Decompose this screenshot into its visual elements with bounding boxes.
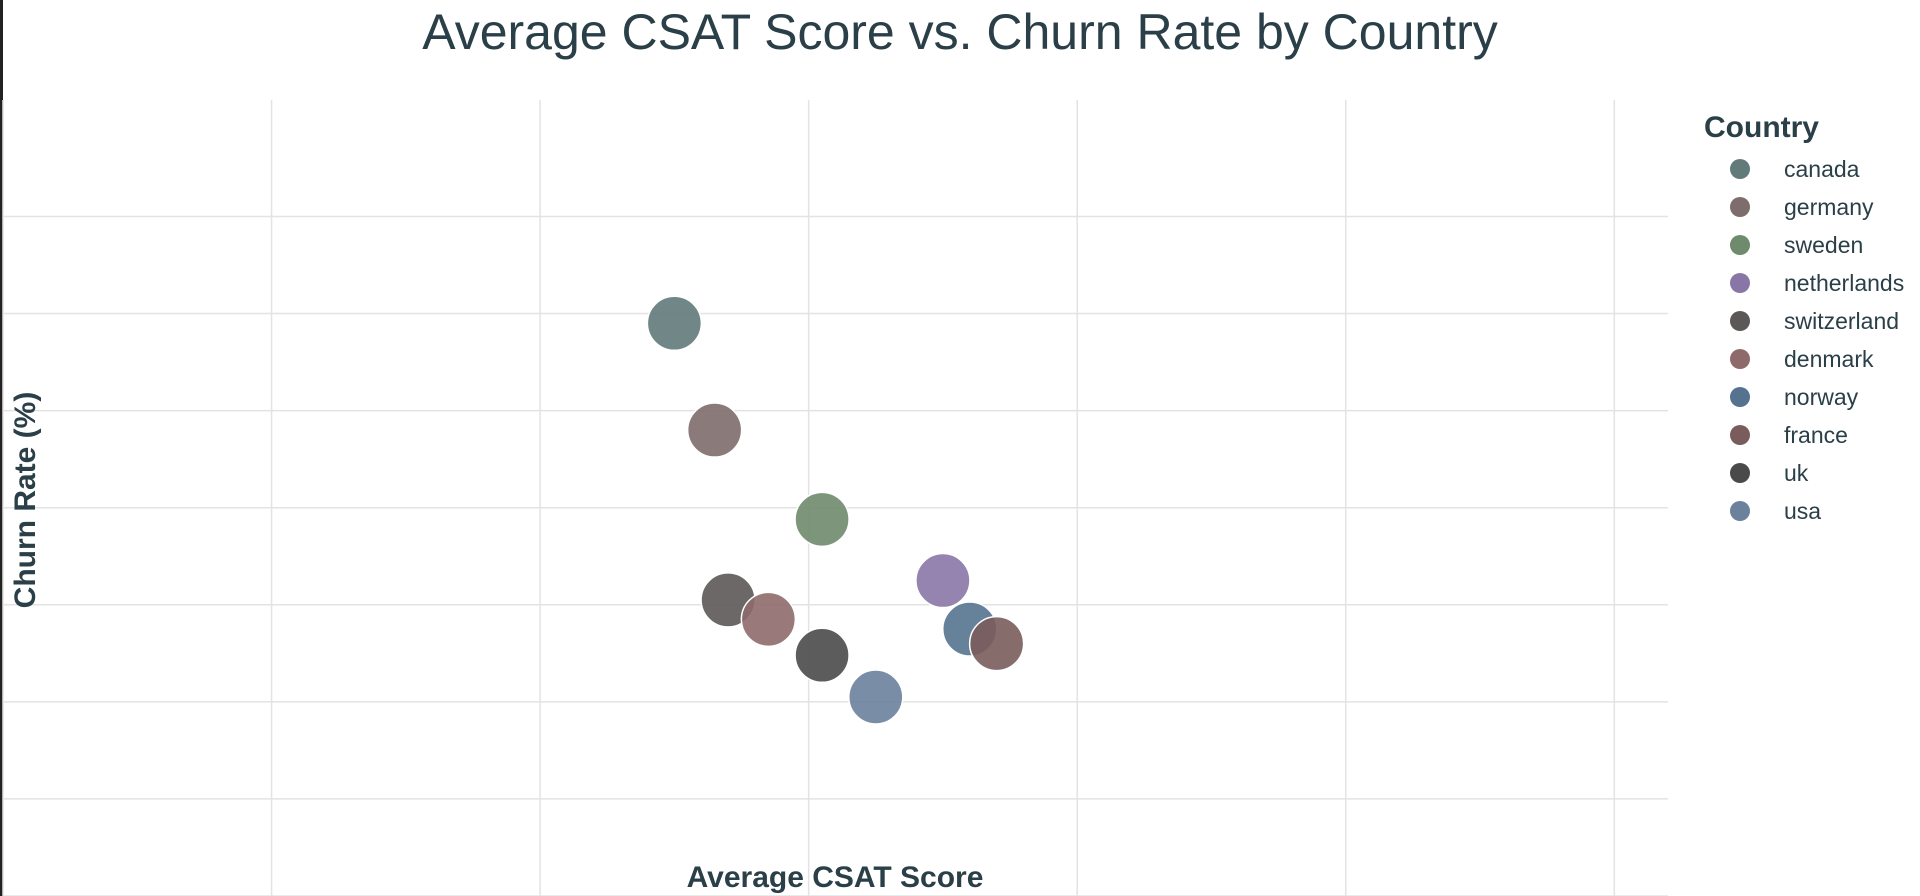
data-point-france[interactable] — [968, 615, 1025, 672]
legend-swatch — [1730, 501, 1750, 521]
legend-label: norway — [1784, 383, 1859, 410]
y-axis-label: Churn Rate (%) — [9, 391, 42, 609]
legend-item-norway[interactable]: norway — [1704, 378, 1914, 416]
legend-item-switzerland[interactable]: switzerland — [1704, 302, 1914, 340]
legend-swatch — [1730, 311, 1750, 331]
legend-swatch — [1730, 425, 1750, 445]
legend-item-netherlands[interactable]: netherlands — [1704, 264, 1914, 302]
legend-label: uk — [1784, 459, 1809, 486]
legend-item-france[interactable]: france — [1704, 416, 1914, 454]
window-edge — [0, 0, 3, 896]
legend-swatch — [1730, 273, 1750, 293]
legend-item-usa[interactable]: usa — [1704, 492, 1914, 530]
legend-title: Country — [1704, 111, 1819, 144]
legend-swatch — [1730, 349, 1750, 369]
data-points — [646, 295, 1025, 725]
legend-label: sweden — [1784, 231, 1864, 258]
data-point-netherlands[interactable] — [915, 552, 971, 609]
x-axis-label: Average CSAT Score — [686, 861, 984, 894]
chart-title: Average CSAT Score vs. Churn Rate by Cou… — [422, 4, 1498, 60]
legend-item-denmark[interactable]: denmark — [1704, 340, 1914, 378]
data-point-denmark[interactable] — [740, 591, 797, 648]
legend-swatch — [1730, 235, 1750, 255]
legend-swatch — [1730, 159, 1750, 179]
legend-item-sweden[interactable]: sweden — [1704, 226, 1914, 264]
data-point-usa[interactable] — [848, 669, 904, 725]
legend-label: netherlands — [1784, 269, 1905, 296]
data-point-sweden[interactable] — [794, 491, 850, 548]
legend-label: switzerland — [1784, 307, 1900, 334]
legend-label: canada — [1784, 155, 1860, 182]
legend-swatch — [1730, 463, 1750, 483]
data-point-uk[interactable] — [794, 627, 850, 684]
legend-label: germany — [1784, 193, 1874, 220]
data-point-germany[interactable] — [686, 402, 743, 458]
legend-label: usa — [1784, 497, 1822, 524]
legend-item-canada[interactable]: canada — [1704, 150, 1914, 188]
legend-label: france — [1784, 421, 1848, 448]
legend-swatch — [1730, 387, 1750, 407]
legend-swatch — [1730, 197, 1750, 217]
legend: Country canada germany sweden netherlands sw… — [1704, 110, 1914, 530]
legend-label: denmark — [1784, 345, 1874, 372]
legend-items: canada germany sweden netherlands switzerlan… — [1704, 150, 1914, 530]
legend-item-uk[interactable]: uk — [1704, 454, 1914, 492]
data-point-canada[interactable] — [646, 295, 703, 352]
legend-item-germany[interactable]: germany — [1704, 188, 1914, 226]
